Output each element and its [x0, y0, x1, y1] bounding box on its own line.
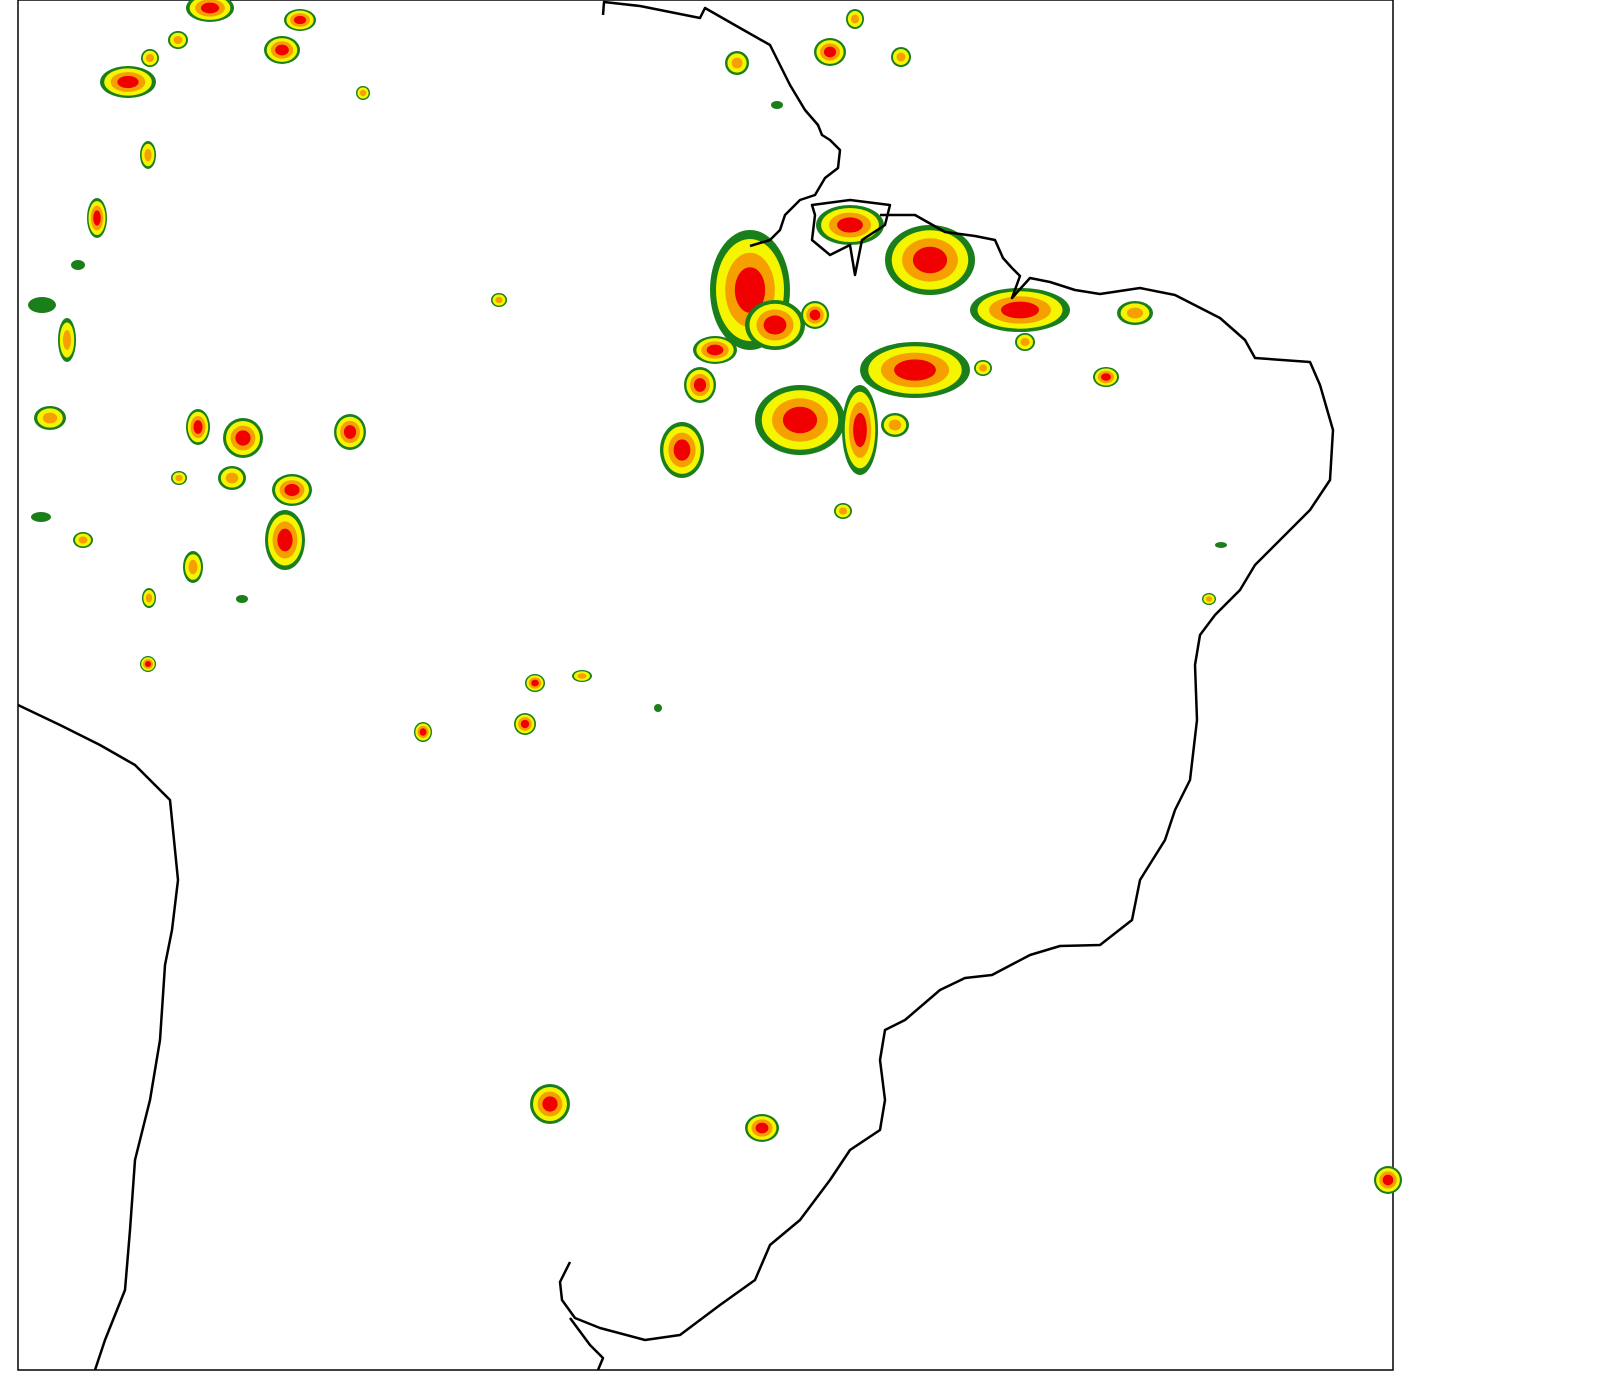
- rain-cell: [87, 198, 107, 238]
- rain-cell: [1202, 593, 1216, 605]
- rain-cell: [140, 656, 156, 672]
- map-frame: [17, 0, 1394, 1371]
- rain-cell: [891, 47, 911, 67]
- rain-cell: [284, 9, 316, 31]
- rain-cell: [1215, 542, 1227, 548]
- rain-cell: [881, 413, 909, 437]
- rain-cell: [1015, 333, 1035, 351]
- rain-cell: [28, 297, 56, 313]
- rain-cell: [885, 225, 975, 295]
- rain-cell: [58, 318, 76, 362]
- rain-cell: [186, 409, 210, 445]
- rain-cell: [745, 1114, 779, 1142]
- rain-cell: [860, 342, 970, 398]
- rain-cell: [801, 301, 829, 329]
- rain-cell: [725, 51, 749, 75]
- rain-cell: [264, 36, 300, 64]
- rain-cell: [223, 418, 263, 458]
- rain-cell: [1374, 1166, 1402, 1194]
- rain-cell: [771, 101, 783, 109]
- coastline: [17, 0, 1335, 1371]
- rain-cell: [660, 422, 704, 478]
- rain-cell: [572, 670, 592, 682]
- rain-cell: [414, 722, 432, 742]
- rain-cell: [141, 49, 159, 67]
- rain-cell: [846, 9, 864, 29]
- rain-cell: [970, 288, 1070, 332]
- coast-line: [558, 213, 1335, 1342]
- rain-cell: [693, 336, 737, 364]
- rain-cell: [514, 713, 536, 735]
- rain-cell: [142, 588, 156, 608]
- rain-cell: [218, 466, 246, 490]
- rain-cell: [183, 551, 203, 583]
- coast-line: [810, 198, 892, 277]
- rain-cell: [140, 141, 156, 169]
- rain-cell: [265, 510, 305, 570]
- rain-cell: [236, 595, 248, 603]
- rain-cell: [356, 86, 370, 100]
- rain-cell: [842, 385, 878, 475]
- rain-cell: [31, 512, 51, 522]
- rain-cell: [71, 260, 85, 270]
- rain-cell: [73, 532, 93, 548]
- coast-line: [601, 0, 842, 248]
- rain-cell: [1093, 367, 1119, 387]
- rain-cell: [334, 414, 366, 450]
- rain-cell: [530, 1084, 570, 1124]
- rain-cell: [684, 367, 716, 403]
- rain-cell: [654, 704, 662, 712]
- rain-cell: [525, 674, 545, 692]
- rain-cell: [816, 205, 884, 245]
- rain-cell: [834, 503, 852, 519]
- rain-cell: [171, 471, 187, 485]
- rain-cell: [755, 385, 845, 455]
- rain-cell: [168, 31, 188, 49]
- rain-cell: [974, 360, 992, 376]
- rain-cell: [814, 38, 846, 66]
- coast-line: [17, 703, 180, 1371]
- rain-cell: [34, 406, 66, 430]
- coast-line: [568, 1317, 605, 1371]
- rain-cell: [1117, 301, 1153, 325]
- rain-cell: [491, 293, 507, 307]
- rain-cell: [745, 300, 805, 350]
- rain-cell: [272, 474, 312, 506]
